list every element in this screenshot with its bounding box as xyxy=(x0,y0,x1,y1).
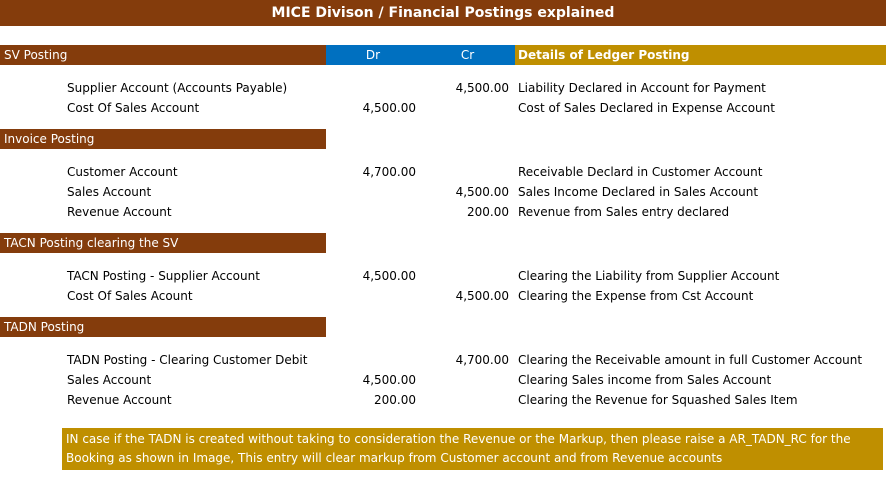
posting-detail: Clearing the Revenue for Squashed Sales … xyxy=(518,393,798,407)
account-name: Sales Account xyxy=(67,185,152,199)
column-header-cr: Cr xyxy=(420,45,515,65)
section-header-invoice-posting: Invoice Posting xyxy=(0,129,326,149)
note-box: IN case if the TADN is created without t… xyxy=(62,428,883,470)
debit-amount: 200.00 xyxy=(374,393,416,407)
account-name: Sales Account xyxy=(67,373,152,387)
credit-amount: 4,500.00 xyxy=(455,289,509,303)
debit-amount xyxy=(330,286,416,306)
page-title: MICE Divison / Financial Postings explai… xyxy=(0,0,886,26)
debit-amount xyxy=(330,350,416,370)
posting-detail: Clearing the Receivable amount in full C… xyxy=(518,353,863,367)
credit-amount xyxy=(420,390,509,410)
credit-amount: 4,500.00 xyxy=(455,81,509,95)
posting-detail: Sales Income Declared in Sales Account xyxy=(518,185,759,199)
debit-amount xyxy=(330,202,416,222)
posting-detail: Cost of Sales Declared in Expense Accoun… xyxy=(518,101,775,115)
debit-amount: 4,500.00 xyxy=(362,101,416,115)
posting-detail: Liability Declared in Account for Paymen… xyxy=(518,81,766,95)
credit-amount xyxy=(420,98,509,118)
credit-amount xyxy=(420,370,509,390)
credit-amount: 200.00 xyxy=(467,205,509,219)
posting-detail: Clearing Sales income from Sales Account xyxy=(518,373,772,387)
account-name: Supplier Account (Accounts Payable) xyxy=(67,81,288,95)
credit-amount: 4,500.00 xyxy=(455,185,509,199)
credit-amount: 4,700.00 xyxy=(455,353,509,367)
account-name: TADN Posting - Clearing Customer Debit xyxy=(67,353,308,367)
debit-amount xyxy=(330,182,416,202)
account-name: Revenue Account xyxy=(67,205,172,219)
account-name: Cost Of Sales Account xyxy=(67,101,200,115)
posting-detail: Receivable Declard in Customer Account xyxy=(518,165,763,179)
posting-detail: Clearing the Liability from Supplier Acc… xyxy=(518,269,780,283)
debit-amount: 4,500.00 xyxy=(362,269,416,283)
account-name: Customer Account xyxy=(67,165,178,179)
debit-amount: 4,500.00 xyxy=(362,373,416,387)
credit-amount xyxy=(420,162,509,182)
column-header-details: Details of Ledger Posting xyxy=(515,45,886,65)
account-name: Cost Of Sales Acount xyxy=(67,289,193,303)
account-name: Revenue Account xyxy=(67,393,172,407)
column-header-dr: Dr xyxy=(326,45,420,65)
debit-amount xyxy=(330,78,416,98)
posting-detail: Revenue from Sales entry declared xyxy=(518,205,730,219)
section-header-tacn-posting: TACN Posting clearing the SV xyxy=(0,233,326,253)
account-name: TACN Posting - Supplier Account xyxy=(67,269,260,283)
posting-detail: Clearing the Expense from Cst Account xyxy=(518,289,754,303)
section-header-tadn-posting: TADN Posting xyxy=(0,317,326,337)
debit-amount: 4,700.00 xyxy=(362,165,416,179)
section-header-sv-posting: SV Posting xyxy=(0,45,326,65)
credit-amount xyxy=(420,266,509,286)
